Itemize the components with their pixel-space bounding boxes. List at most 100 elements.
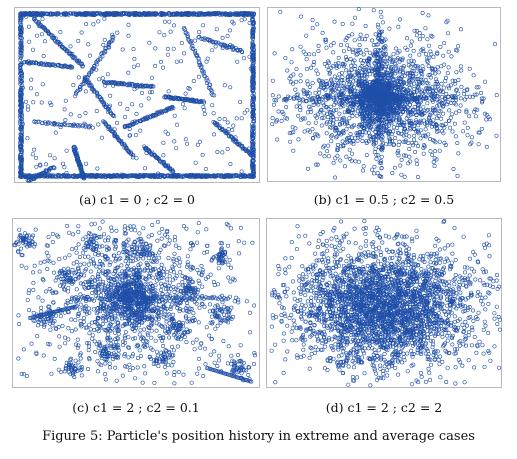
- scatter-point: [326, 60, 331, 65]
- scatter-point: [339, 83, 344, 88]
- scatter-point: [51, 270, 56, 275]
- scatter-point: [77, 114, 82, 119]
- scatter-point: [365, 119, 370, 124]
- scatter-point: [64, 148, 69, 153]
- scatter-point: [336, 131, 341, 136]
- scatter-point: [377, 71, 382, 76]
- scatter-point: [345, 43, 350, 48]
- scatter-point: [374, 137, 379, 142]
- scatter-point: [431, 54, 436, 59]
- scatter-point: [347, 102, 352, 107]
- scatter-point: [358, 129, 363, 134]
- scatter-point: [166, 132, 171, 137]
- scatter-point: [329, 133, 334, 138]
- scatter-point: [444, 75, 449, 80]
- scatter-point: [410, 143, 415, 148]
- scatter-point: [362, 108, 367, 113]
- scatter-point: [87, 12, 92, 17]
- scatter-point: [171, 174, 176, 179]
- scatter-point: [408, 107, 413, 112]
- scatter-point: [184, 173, 189, 178]
- scatter-point: [94, 59, 99, 64]
- scatter-point: [322, 85, 327, 90]
- scatter-point: [359, 89, 364, 94]
- scatter-point: [406, 161, 411, 166]
- scatter-point: [237, 141, 242, 146]
- scatter-point: [433, 91, 438, 96]
- scatter-point: [274, 98, 279, 103]
- scatter-point: [351, 108, 356, 113]
- scatter-point: [330, 111, 335, 116]
- scatter-point: [363, 37, 368, 42]
- scatter-point: [380, 51, 385, 56]
- scatter-point: [209, 174, 214, 179]
- scatter-point: [426, 13, 431, 18]
- scatter-point: [171, 46, 176, 51]
- scatter-point: [356, 71, 361, 76]
- scatter-point: [18, 155, 23, 160]
- scatter-point: [414, 158, 419, 163]
- scatter-point: [377, 48, 382, 53]
- scatter-point: [212, 132, 217, 137]
- scatter-point: [376, 33, 381, 38]
- scatter-point: [183, 91, 188, 96]
- scatter-point: [225, 120, 230, 125]
- scatter-point: [328, 86, 333, 91]
- scatter-point: [210, 93, 215, 98]
- scatter-point: [351, 101, 356, 106]
- scatter-point: [388, 95, 393, 100]
- scatter-point: [426, 116, 431, 121]
- scatter-point: [140, 91, 145, 96]
- scatter-point: [228, 134, 233, 139]
- scatter-point: [324, 93, 329, 98]
- scatter-point: [72, 174, 77, 179]
- scatter-point: [432, 97, 437, 102]
- scatter-point: [366, 123, 371, 128]
- scatter-point: [94, 60, 99, 65]
- scatter-point: [250, 11, 255, 16]
- scatter-point: [298, 44, 303, 49]
- scatter-point: [126, 22, 131, 27]
- scatter-point: [361, 126, 366, 131]
- scatter-point: [410, 78, 415, 83]
- scatter-point: [387, 105, 392, 110]
- scatter-point: [271, 102, 276, 107]
- scatter-point: [59, 174, 64, 179]
- scatter-point: [32, 60, 37, 65]
- panel-a-caption: (a) c1 = 0 ; c2 = 0: [79, 192, 195, 207]
- scatter-point: [403, 153, 408, 158]
- scatter-point: [399, 131, 404, 136]
- scatter-point: [351, 79, 356, 84]
- scatter-point: [322, 154, 327, 159]
- scatter-point: [138, 128, 143, 133]
- scatter-point: [360, 36, 365, 41]
- scatter-point: [429, 52, 434, 57]
- scatter-point: [439, 116, 444, 121]
- scatter-point: [456, 151, 461, 156]
- scatter-point: [347, 147, 352, 152]
- scatter-point: [347, 89, 352, 94]
- scatter-point: [426, 107, 431, 112]
- scatter-point: [212, 40, 217, 45]
- scatter-point: [414, 33, 419, 38]
- scatter-point: [182, 106, 187, 111]
- scatter-point: [95, 94, 100, 99]
- scatter-point: [221, 128, 226, 133]
- scatter-point: [443, 79, 448, 84]
- scatter-point: [329, 65, 334, 70]
- scatter-point: [380, 64, 385, 69]
- scatter-point: [165, 46, 170, 51]
- scatter-point: [418, 120, 423, 125]
- scatter-point: [372, 140, 377, 145]
- scatter-point: [347, 69, 352, 74]
- scatter-point: [313, 132, 318, 137]
- scatter-point: [18, 69, 23, 74]
- scatter-point: [431, 160, 436, 165]
- scatter-point: [251, 71, 256, 76]
- scatter-point: [32, 17, 37, 22]
- scatter-point: [18, 32, 23, 37]
- panel-b-caption: (b) c1 = 0.5 ; c2 = 0.5: [313, 192, 455, 207]
- scatter-point: [236, 47, 241, 52]
- scatter-point: [442, 62, 447, 67]
- scatter-point: [407, 102, 412, 107]
